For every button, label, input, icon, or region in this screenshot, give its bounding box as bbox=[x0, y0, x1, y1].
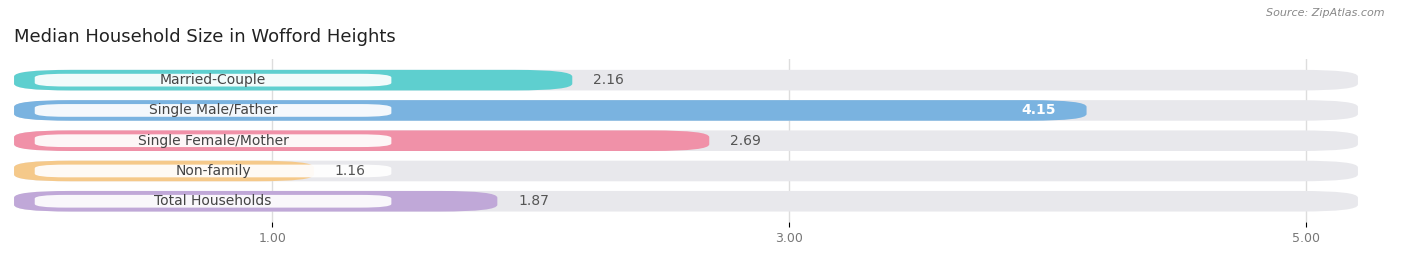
FancyBboxPatch shape bbox=[14, 70, 572, 90]
FancyBboxPatch shape bbox=[14, 100, 1358, 121]
FancyBboxPatch shape bbox=[14, 70, 1358, 90]
FancyBboxPatch shape bbox=[14, 191, 498, 211]
FancyBboxPatch shape bbox=[35, 134, 391, 147]
Text: Single Male/Father: Single Male/Father bbox=[149, 103, 277, 117]
FancyBboxPatch shape bbox=[35, 195, 391, 208]
Text: Median Household Size in Wofford Heights: Median Household Size in Wofford Heights bbox=[14, 28, 396, 46]
FancyBboxPatch shape bbox=[14, 191, 1358, 211]
Text: Total Households: Total Households bbox=[155, 194, 271, 208]
Text: 1.16: 1.16 bbox=[335, 164, 366, 178]
Text: 2.16: 2.16 bbox=[593, 73, 624, 87]
Text: 1.87: 1.87 bbox=[517, 194, 548, 208]
Text: Non-family: Non-family bbox=[176, 164, 250, 178]
FancyBboxPatch shape bbox=[35, 74, 391, 87]
Text: Source: ZipAtlas.com: Source: ZipAtlas.com bbox=[1267, 8, 1385, 18]
FancyBboxPatch shape bbox=[14, 100, 1087, 121]
Text: Single Female/Mother: Single Female/Mother bbox=[138, 134, 288, 148]
Text: 2.69: 2.69 bbox=[730, 134, 761, 148]
FancyBboxPatch shape bbox=[35, 104, 391, 117]
FancyBboxPatch shape bbox=[14, 131, 709, 151]
FancyBboxPatch shape bbox=[14, 161, 314, 181]
FancyBboxPatch shape bbox=[14, 161, 1358, 181]
FancyBboxPatch shape bbox=[35, 165, 391, 177]
Text: Married-Couple: Married-Couple bbox=[160, 73, 266, 87]
Text: 4.15: 4.15 bbox=[1021, 103, 1056, 117]
FancyBboxPatch shape bbox=[14, 131, 1358, 151]
